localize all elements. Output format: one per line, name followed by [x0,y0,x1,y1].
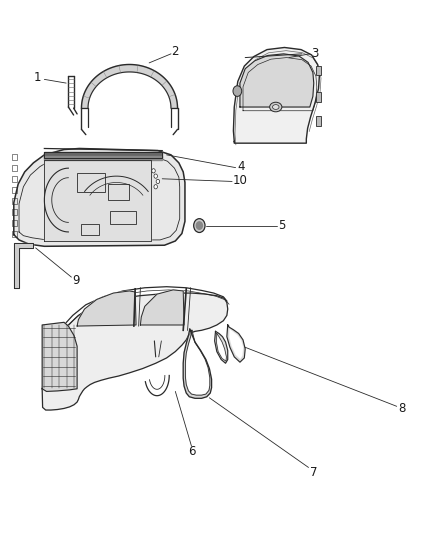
Bar [12,220,17,226]
Circle shape [196,222,202,229]
Bar [77,173,106,192]
Circle shape [152,168,155,173]
Bar [12,187,17,193]
Bar [81,224,99,235]
Bar [12,165,17,171]
Bar [316,92,321,102]
Text: 6: 6 [188,445,195,458]
Polygon shape [44,160,151,241]
Polygon shape [227,325,245,362]
Polygon shape [42,293,228,410]
Polygon shape [215,332,228,364]
Circle shape [154,184,157,189]
Bar [12,198,17,204]
Circle shape [194,219,205,232]
Bar [110,211,136,224]
Text: 2: 2 [172,45,179,58]
Text: 5: 5 [279,219,286,232]
Bar [12,176,17,182]
Text: 9: 9 [72,274,80,287]
Polygon shape [141,290,184,325]
Polygon shape [42,322,77,391]
Text: 1: 1 [34,71,42,84]
Polygon shape [77,291,136,326]
Polygon shape [44,152,162,158]
Bar [12,231,17,237]
Bar [316,116,321,126]
Bar [108,184,130,200]
Circle shape [156,179,159,183]
Polygon shape [183,329,212,398]
Polygon shape [233,47,319,143]
Polygon shape [14,243,33,288]
Ellipse shape [270,102,282,112]
Text: 8: 8 [399,402,406,415]
Polygon shape [81,64,177,108]
Ellipse shape [272,104,279,109]
Text: 3: 3 [311,47,319,60]
Circle shape [154,174,157,178]
Text: 10: 10 [233,174,247,187]
Text: 7: 7 [311,466,318,479]
Bar [316,66,321,75]
Text: 4: 4 [237,160,244,173]
Bar [12,209,17,215]
Polygon shape [240,54,314,107]
Polygon shape [44,156,162,160]
Bar [12,154,17,160]
Circle shape [233,86,242,96]
Polygon shape [14,149,185,246]
